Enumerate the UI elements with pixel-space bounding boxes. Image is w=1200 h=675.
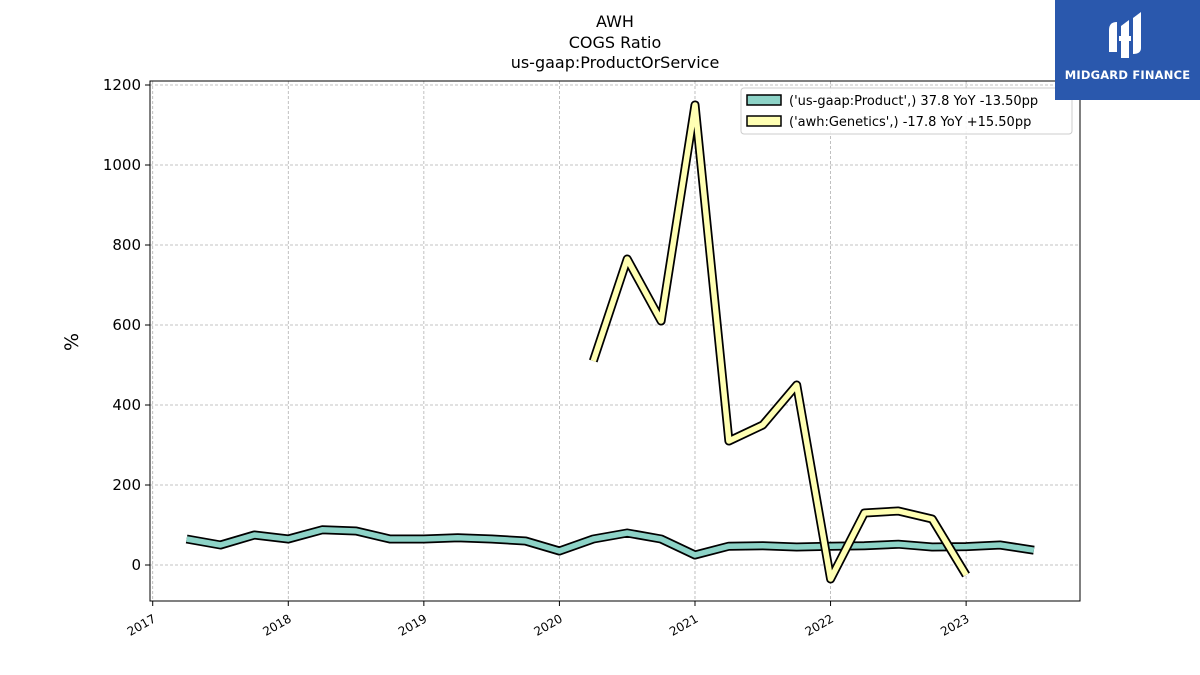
y-axis-label: %: [61, 333, 83, 351]
legend-label: ('us-gaap:Product',) 37.8 YoY -13.50pp: [789, 94, 1038, 109]
series-1: [185, 525, 1035, 560]
y-axis-ticks: 0 200 400 600 800 1000 1200: [103, 76, 150, 574]
y-tick-label: 600: [112, 316, 141, 334]
plot-frame: [149, 80, 1081, 602]
legend-box: [740, 87, 1073, 135]
x-tick-label: 2023: [938, 611, 971, 638]
midgard-finance-logo: MIDGARD FINANCE: [1055, 0, 1200, 100]
x-tick-label: 2018: [260, 611, 293, 638]
y-tick-label: 200: [112, 476, 141, 494]
chart-subtitle-2: us-gaap:ProductOrService: [511, 53, 720, 72]
y-tick-label: 400: [112, 396, 141, 414]
legend-swatch: [746, 94, 782, 106]
midgard-logo-icon: [1109, 12, 1141, 58]
x-tick-label: 2017: [125, 611, 158, 638]
y-tick-label: 1000: [103, 156, 141, 174]
series-line: [186, 527, 1035, 558]
y-tick-label: 1200: [103, 76, 141, 94]
x-axis-ticks: 2017 2018 2019 2020 2021 2022 2023: [125, 601, 972, 639]
x-tick-label: 2020: [531, 611, 564, 638]
legend-swatch: [746, 115, 782, 127]
series-line: [590, 102, 969, 582]
series-line-outline: [589, 100, 970, 584]
x-tick-label: 2022: [803, 611, 836, 638]
y-tick-label: 800: [112, 236, 141, 254]
logo-text: MIDGARD FINANCE: [1064, 68, 1191, 82]
legend-label: ('awh:Genetics',) -17.8 YoY +15.50pp: [789, 115, 1031, 130]
x-tick-label: 2021: [667, 611, 700, 638]
chart-subtitle: COGS Ratio: [569, 33, 661, 52]
legend: ('us-gaap:Product',) 37.8 YoY -13.50pp ('…: [740, 87, 1073, 135]
series-2: [589, 100, 970, 584]
x-tick-label: 2019: [396, 611, 429, 638]
series-layer: [185, 100, 1035, 584]
grid-lines: [150, 81, 1080, 601]
chart-title: AWH: [596, 12, 634, 31]
y-tick-label: 0: [131, 556, 141, 574]
